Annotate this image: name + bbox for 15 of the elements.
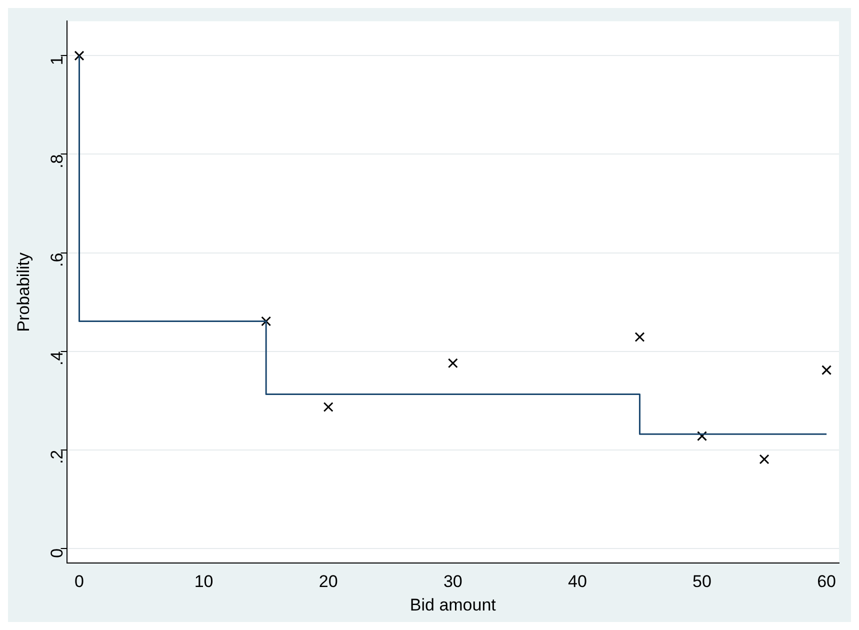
x-tick-label: 10	[194, 572, 214, 592]
x-tick-label: 40	[568, 572, 587, 592]
x-axis-title: Bid amount	[410, 595, 496, 614]
x-tick-label: 30	[443, 572, 462, 592]
y-tick-label: 1	[47, 56, 66, 66]
y-tick-label: 0	[47, 548, 66, 558]
y-axis-title: Probability	[14, 252, 33, 332]
y-tick-label: .2	[47, 450, 66, 464]
x-tick-label: 20	[318, 572, 338, 592]
y-tick-label: .8	[47, 154, 66, 168]
x-tick-label: 60	[817, 572, 836, 592]
x-tick-label: 0	[74, 572, 84, 592]
y-tick-label: .6	[47, 252, 66, 267]
x-tick-label: 50	[692, 572, 712, 592]
y-tick-label: .4	[47, 351, 66, 366]
